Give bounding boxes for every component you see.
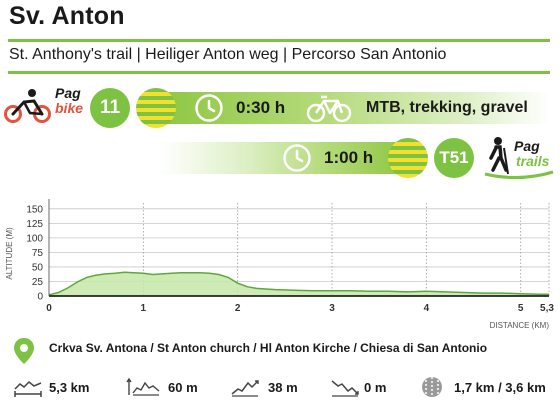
descent-icon: [331, 380, 359, 397]
y-tick-label: 0: [37, 292, 43, 303]
header-divider-bottom: [8, 71, 550, 74]
x-end-label: 5,3: [540, 303, 554, 314]
surface-type-icon: [422, 377, 442, 397]
pag-bike-brand-pag: Pag: [55, 85, 81, 101]
y-tick-label: 50: [32, 262, 44, 273]
elevation-profile-chart: 0 25 50 75 100 125 150 0 1 2 3 4 5 5,3 ALTITUDE (M) DIS…: [5, 199, 554, 330]
chart-axes: [48, 199, 549, 297]
location-pin-icon: [14, 338, 34, 364]
page-subtitle: St. Anthony's trail | Heiliger Anton weg…: [9, 46, 447, 63]
y-tick-label: 150: [26, 204, 43, 215]
start-location: Crkva Sv. Antona / St Anton church / Hl …: [49, 341, 488, 355]
y-tick-label: 100: [26, 233, 43, 244]
page-title: Sv. Anton: [9, 2, 125, 30]
stat-distance: 5,3 km: [49, 380, 90, 395]
bike-route-number-badge: 11: [90, 88, 130, 128]
x-tick-label: 3: [329, 303, 335, 314]
stat-descent: 0 m: [364, 380, 387, 395]
chart-labels: 0 25 50 75 100 125 150 0 1 2 3 4 5 5,3 ALTITUDE (M) DIS…: [5, 204, 554, 330]
y-tick-label: 75: [32, 248, 44, 259]
clock-icon: [283, 144, 311, 172]
header-divider-top: [8, 39, 550, 42]
y-tick-label: 125: [26, 219, 43, 230]
elevation-area: [49, 272, 549, 296]
pag-bike-brand-word: bike: [55, 100, 84, 116]
stat-surface: 1,7 km / 3,6 km: [454, 380, 546, 395]
x-tick-label: 4: [424, 303, 430, 314]
bike-route-stripe-badge: [136, 88, 176, 128]
clock-icon: [195, 94, 223, 122]
y-tick-label: 25: [32, 277, 44, 288]
walk-time: 1:00 h: [324, 148, 374, 167]
y-axis-title: ALTITUDE (M): [5, 227, 14, 280]
pag-trails-hiker-icon: [489, 137, 509, 175]
walk-route-code-badge: T51: [434, 138, 474, 178]
pag-bike-rider-icon: [4, 89, 51, 123]
x-axis-title: DISTANCE (KM): [490, 321, 550, 330]
x-tick-label: 2: [235, 303, 241, 314]
x-tick-label: 1: [141, 303, 147, 314]
pag-trails-brand-word: trails: [516, 153, 550, 169]
x-tick-label: 5: [518, 303, 524, 314]
x-tick-label: 0: [46, 303, 52, 314]
stat-max-altitude: 60 m: [168, 380, 198, 395]
pag-trails-swoosh: [484, 170, 554, 180]
stat-ascent: 38 m: [268, 380, 298, 395]
bike-type-tags: MTB, trekking, gravel: [366, 99, 528, 116]
ascent-icon: [231, 380, 259, 397]
max-altitude-icon: [126, 377, 160, 396]
walk-route-stripe-badge: [388, 138, 428, 178]
bicycle-icon: [306, 95, 352, 123]
pag-trails-brand-pag: Pag: [514, 138, 540, 154]
bike-time: 0:30 h: [236, 98, 286, 117]
distance-icon: [14, 380, 42, 397]
elevation-line: [48, 271, 549, 296]
